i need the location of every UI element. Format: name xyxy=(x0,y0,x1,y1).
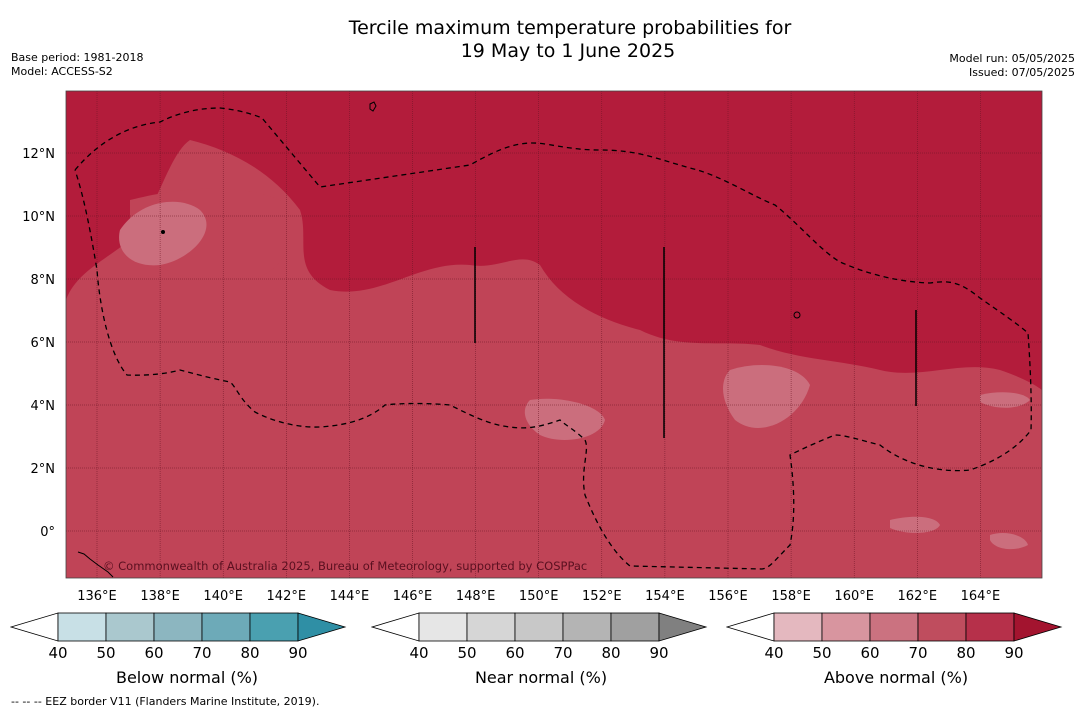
lon-label: 156°E xyxy=(708,589,748,604)
colorbar-upper-extend xyxy=(658,612,708,642)
colorbar-tick: 70 xyxy=(553,644,572,662)
lon-label: 164°E xyxy=(961,589,1001,604)
coastline xyxy=(77,551,114,578)
longitude-labels: 136°E 138°E 140°E 142°E 144°E 146°E 148°E 150°E… xyxy=(77,589,1000,604)
colorbar-tick: 50 xyxy=(812,644,831,662)
prob-band-70-south xyxy=(990,533,1028,550)
prob-band-70-center xyxy=(524,398,605,440)
colorbar-tick: 60 xyxy=(505,644,524,662)
gridlines xyxy=(66,91,1042,578)
map-frame xyxy=(65,90,1043,579)
map-title-line2: 19 May to 1 June 2025 xyxy=(460,40,676,62)
eez-border xyxy=(74,107,1032,570)
lat-label: 10°N xyxy=(22,210,55,225)
colorbar-near-svg: 40 50 60 70 80 90 xyxy=(370,612,708,662)
colorbar-segment xyxy=(773,612,823,642)
colorbar-segment xyxy=(249,612,299,642)
base-period-info: Base period: 1981-2018 Model: ACCESS-S2 xyxy=(11,51,143,79)
lon-label: 146°E xyxy=(393,589,433,604)
lon-label: 136°E xyxy=(77,589,117,604)
lon-label: 138°E xyxy=(140,589,180,604)
map-area xyxy=(66,91,1042,578)
colorbar-segment xyxy=(610,612,660,642)
colorbar-segment xyxy=(562,612,612,642)
eez-footnote: -- -- -- EEZ border V11 (Flanders Marine… xyxy=(11,695,320,708)
island-marker xyxy=(369,101,377,112)
colorbar-above: 40 50 60 70 80 90 xyxy=(725,612,1066,666)
colorbar-tick: 80 xyxy=(240,644,259,662)
lat-label: 2°N xyxy=(31,462,56,477)
prob-band-70-southeast xyxy=(890,516,940,533)
colorbar-lower-extend xyxy=(9,612,59,642)
colorbar-near: 40 50 60 70 80 90 xyxy=(370,612,711,666)
model-run-text: Model run: 05/05/2025 xyxy=(949,52,1075,65)
colorbar-tick: 50 xyxy=(457,644,476,662)
lat-label: 4°N xyxy=(31,399,56,414)
lon-label: 150°E xyxy=(519,589,559,604)
issued-text: Issued: 07/05/2025 xyxy=(968,66,1075,79)
colorbar-tick: 60 xyxy=(860,644,879,662)
lat-label: 12°N xyxy=(22,147,55,162)
colorbar-segment xyxy=(153,612,203,642)
colorbar-near-title: Near normal (%) xyxy=(474,668,608,687)
colorbar-below-svg: 40 50 60 70 80 90 xyxy=(9,612,347,662)
colorbar-segment xyxy=(965,612,1015,642)
colorbar-tick: 70 xyxy=(192,644,211,662)
base-period-text: Base period: 1981-2018 xyxy=(11,51,144,64)
prob-band-70-east xyxy=(723,365,810,428)
lon-label: 144°E xyxy=(330,589,370,604)
lon-label: 154°E xyxy=(645,589,685,604)
colorbar-upper-extend xyxy=(297,612,347,642)
colorbar-segment xyxy=(201,612,251,642)
lat-label: 8°N xyxy=(31,273,56,288)
colorbar-segment xyxy=(418,612,468,642)
colorbar-upper-extend xyxy=(1013,612,1063,642)
colorbar-below-title: Below normal (%) xyxy=(115,668,259,687)
colorbar-tick: 90 xyxy=(649,644,668,662)
colorbar-tick: 40 xyxy=(48,644,67,662)
colorbar-above-title: Above normal (%) xyxy=(823,668,969,687)
lon-label: 162°E xyxy=(898,589,938,604)
colorbar-tick: 40 xyxy=(409,644,428,662)
colorbar-segment xyxy=(105,612,155,642)
colorbar-lower-extend xyxy=(370,612,420,642)
lon-label: 142°E xyxy=(267,589,307,604)
lat-label: 0° xyxy=(40,525,55,540)
map-title-line1: Tercile maximum temperature probabilitie… xyxy=(348,17,792,39)
colorbar-tick: 90 xyxy=(1004,644,1023,662)
lon-label: 158°E xyxy=(771,589,811,604)
colorbar-above-svg: 40 50 60 70 80 90 xyxy=(725,612,1063,662)
colorbar-tick: 60 xyxy=(144,644,163,662)
model-run-info: Model run: 05/05/2025 Issued: 07/05/2025 xyxy=(949,52,1075,80)
lon-label: 140°E xyxy=(203,589,243,604)
lon-label: 152°E xyxy=(582,589,622,604)
lon-label: 148°E xyxy=(456,589,496,604)
lat-label: 6°N xyxy=(31,336,56,351)
colorbar-tick: 90 xyxy=(288,644,307,662)
lon-label: 160°E xyxy=(834,589,874,604)
colorbar-tick: 70 xyxy=(908,644,927,662)
colorbar-tick: 40 xyxy=(764,644,783,662)
prob-band-70-far-east xyxy=(980,392,1030,408)
island-marker xyxy=(793,311,801,319)
colorbar-tick: 80 xyxy=(956,644,975,662)
colorbar-segment xyxy=(917,612,967,642)
colorbar-below: 40 50 60 70 80 90 xyxy=(9,612,350,666)
copyright-text: © Commonwealth of Australia 2025, Bureau… xyxy=(103,559,587,573)
colorbar-segment xyxy=(869,612,919,642)
colorbar-segment xyxy=(466,612,516,642)
colorbar-segment xyxy=(514,612,564,642)
colorbar-tick: 50 xyxy=(96,644,115,662)
model-text: Model: ACCESS-S2 xyxy=(11,65,113,78)
colorbar-lower-extend xyxy=(725,612,775,642)
latitude-labels: 12°N 10°N 8°N 6°N 4°N 2°N 0° xyxy=(22,147,55,540)
prob-band-80 xyxy=(66,140,1042,578)
colorbar-tick: 80 xyxy=(601,644,620,662)
island-marker xyxy=(161,230,165,234)
colorbar-segment xyxy=(821,612,871,642)
colorbar-segment xyxy=(57,612,107,642)
